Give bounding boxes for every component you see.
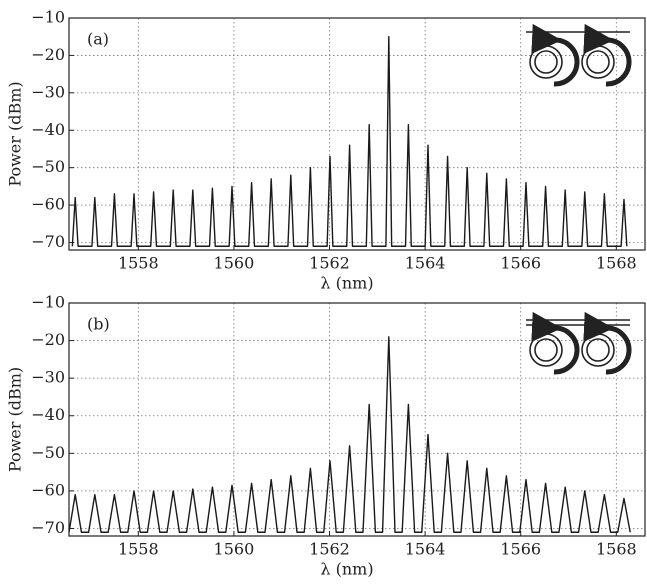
y-tick-label: −20 [31, 45, 65, 64]
x-tick-label: 1560 [214, 254, 255, 273]
spectrum-line [68, 336, 631, 533]
y-tick-label: −10 [31, 293, 65, 312]
y-tick-label: −40 [31, 405, 65, 424]
plot-frame [68, 302, 646, 537]
x-tick-label: 1566 [500, 254, 541, 273]
y-tick-label: −60 [31, 195, 65, 214]
panel: −70 −60 −50 −40 −30 −20 −10 1558 1560 1562 1564 156… [6, 293, 646, 579]
y-tick-label: −50 [31, 443, 65, 462]
y-axis-title: Power (dBm) [6, 81, 25, 186]
x-tick-label: 1568 [596, 254, 637, 273]
x-tick-label: 1566 [500, 540, 541, 559]
x-tick-label: 1558 [118, 540, 159, 559]
y-tick-label: −50 [31, 157, 65, 176]
x-tick-label: 1564 [405, 254, 446, 273]
y-tick-label: −20 [31, 330, 65, 349]
y-tick-label: −30 [31, 368, 65, 387]
y-tick-label: −70 [31, 518, 65, 537]
y-tick-label: −70 [31, 232, 65, 251]
y-axis-title: Power (dBm) [6, 367, 25, 472]
spectrum-line [71, 36, 628, 247]
x-tick-label: 1562 [309, 540, 350, 559]
x-tick-label: 1564 [405, 540, 446, 559]
plot-frame [68, 17, 646, 251]
x-tick-label: 1558 [118, 254, 159, 273]
x-axis-title: λ (nm) [320, 560, 373, 579]
panel-label: (b) [87, 315, 110, 334]
x-axis-title: λ (nm) [320, 274, 373, 293]
x-tick-label: 1562 [309, 254, 350, 273]
inset-rings-a [526, 23, 632, 87]
panel-label: (a) [87, 30, 109, 49]
panel: −70 −60 −50 −40 −30 −20 −10 1558 1560 1562 1564 156… [6, 8, 646, 293]
x-tick-label: 1568 [596, 540, 637, 559]
y-tick-label: −60 [31, 480, 65, 499]
y-tick-label: −10 [31, 8, 65, 27]
inset-rings-b [526, 311, 632, 375]
y-tick-label: −30 [31, 82, 65, 101]
y-tick-label: −40 [31, 120, 65, 139]
x-tick-label: 1560 [214, 540, 255, 559]
